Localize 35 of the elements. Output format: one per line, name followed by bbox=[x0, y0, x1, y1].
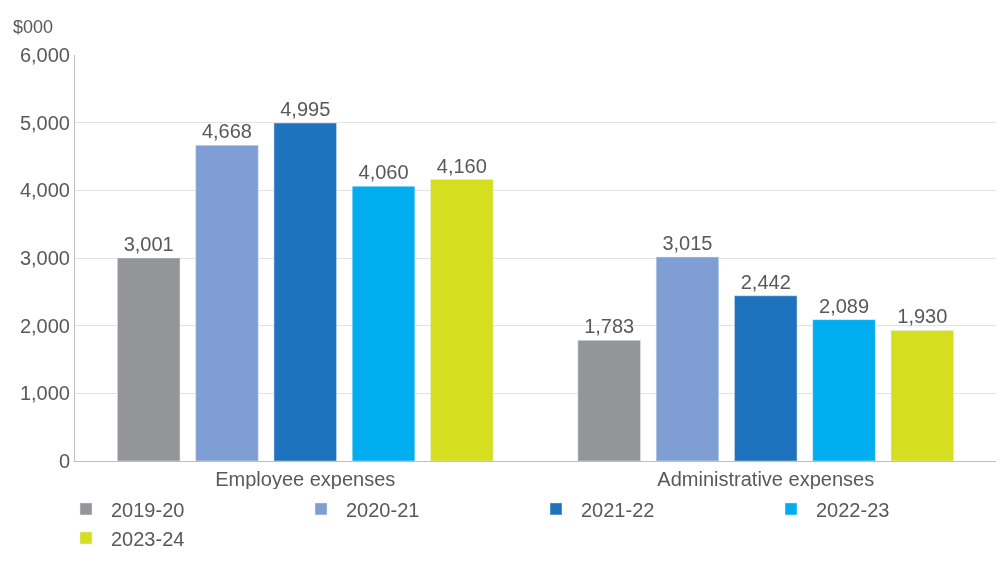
x-tick-label: Administrative expenses bbox=[657, 468, 875, 490]
y-tick-label: 3,000 bbox=[19, 247, 70, 269]
legend-label: 2019-20 bbox=[111, 498, 185, 521]
x-tick-label: Employee expenses bbox=[215, 468, 396, 490]
bar bbox=[734, 295, 798, 461]
y-axis-title: $000 bbox=[13, 17, 54, 37]
y-tick-label: 1,000 bbox=[19, 382, 70, 405]
data-label: 1,783 bbox=[584, 315, 635, 338]
y-tick-label: 2,000 bbox=[19, 314, 70, 337]
data-label: 1,930 bbox=[897, 305, 948, 328]
y-tick-label: 5,000 bbox=[19, 111, 70, 134]
y-tick-label: 0 bbox=[58, 450, 70, 472]
bar bbox=[195, 144, 259, 461]
data-label: 2,442 bbox=[740, 270, 791, 293]
bar bbox=[273, 122, 337, 461]
bar bbox=[117, 257, 181, 461]
bar bbox=[890, 330, 954, 461]
legend-label: 2022-23 bbox=[816, 498, 890, 521]
data-label: 2,089 bbox=[819, 294, 870, 317]
legend-label: 2021-22 bbox=[581, 498, 655, 521]
bar bbox=[351, 186, 416, 461]
legend-label: 2020-21 bbox=[346, 498, 420, 521]
bar bbox=[812, 319, 876, 461]
data-label: 3,015 bbox=[662, 231, 713, 254]
bar bbox=[577, 340, 641, 461]
data-label: 4,060 bbox=[358, 161, 409, 184]
bar bbox=[430, 179, 494, 461]
y-tick-label: 4,000 bbox=[19, 179, 70, 202]
y-tick-label: 6,000 bbox=[19, 44, 70, 66]
data-label: 4,160 bbox=[436, 154, 487, 177]
data-label: 4,668 bbox=[201, 120, 252, 143]
legend-label: 2023-24 bbox=[111, 527, 185, 550]
bar bbox=[655, 256, 720, 461]
data-label: 4,995 bbox=[280, 98, 331, 121]
data-label: 3,001 bbox=[123, 232, 174, 255]
